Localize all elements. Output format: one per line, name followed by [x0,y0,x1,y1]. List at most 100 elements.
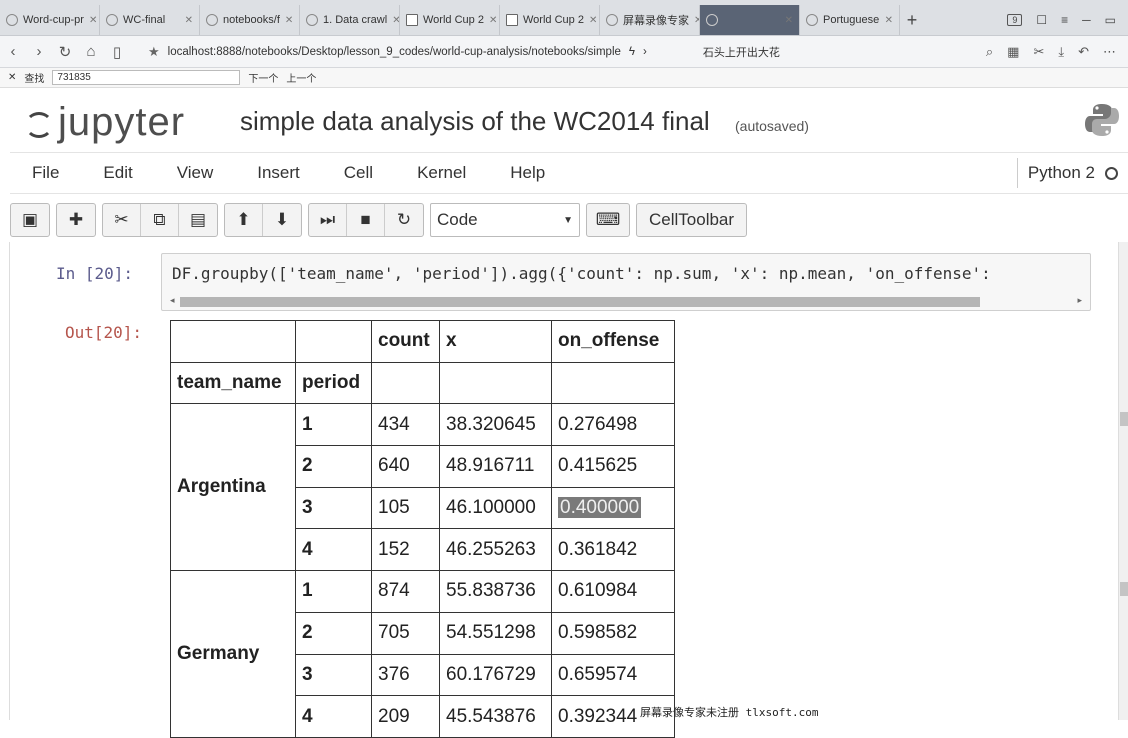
window-controls: 9 ☐ ≡ ─ ▭ [1007,5,1128,35]
menu-cell[interactable]: Cell [343,163,374,182]
notebook-title[interactable]: simple data analysis of the WC2014 final [240,106,710,136]
find-prev-button[interactable]: 上一个 [286,74,317,85]
jupyter-logo[interactable]: jupyter [22,102,185,142]
keyboard-group: ⌨ [586,203,630,237]
period-cell: 3 [295,653,372,697]
page-favicon-icon [706,14,718,26]
copy-icon[interactable]: ⧉ [141,204,179,236]
on-offense-cell[interactable]: 0.400000 [551,486,675,530]
blank-header-cell [295,320,372,363]
find-next-button[interactable]: 下一个 [248,74,279,85]
menu-kernel[interactable]: Kernel [417,163,467,182]
bookmark-star-icon[interactable]: ★ [148,43,160,59]
home-icon[interactable]: ⌂ [86,43,96,60]
cell-type-select[interactable]: Code ▼ [430,203,580,237]
browser-tab[interactable]: 屏幕录像专家 ✕ [600,5,700,35]
search-icon[interactable]: ⌕ [985,43,994,59]
period-cell: 2 [295,445,372,488]
tab-label: World Cup 2 [523,14,584,26]
close-icon[interactable]: ✕ [88,14,98,26]
browser-tab[interactable]: notebooks/f ✕ [200,5,300,35]
kernel-name: Python 2 [1027,163,1095,182]
back-icon[interactable]: ‹ [10,43,16,60]
page-favicon-icon [606,14,618,26]
forward-icon[interactable]: › [36,43,42,60]
menu-view[interactable]: View [176,163,214,182]
blank-cell [551,361,675,405]
close-icon[interactable]: ✕ [488,14,498,26]
insert-cell-icon[interactable]: ✚ [68,210,84,229]
table-row: 2 705 54.551298 0.598582 [171,611,675,655]
code-scroll-thumb[interactable] [180,297,980,307]
url-field[interactable]: ★ localhost:8888/notebooks/Desktop/lesso… [148,44,647,60]
cut-icon[interactable]: ✂ [103,204,141,236]
move-up-icon[interactable]: ⬆ [225,204,263,236]
browser-tab[interactable]: 1. Data crawl ✕ [300,5,400,35]
menu-icon[interactable]: ≡ [1061,13,1069,27]
period-cell: 3 [295,486,372,530]
scroll-marker[interactable] [1120,412,1128,426]
browser-tab[interactable]: Portuguese ✕ [800,5,900,35]
undo-icon[interactable]: ↶ [1078,43,1089,59]
close-icon[interactable]: ✕ [694,15,699,26]
jupyter-wordmark: jupyter [58,100,186,144]
code-input[interactable]: DF.groupby(['team_name', 'period']).agg(… [161,253,1091,311]
page-scrollbar[interactable] [1118,242,1128,720]
reader-icon[interactable]: ▯ [112,43,122,61]
cell-type-value: Code [437,210,478,229]
url-text[interactable]: localhost:8888/notebooks/Desktop/lesson_… [167,45,621,58]
cell-toolbar-button[interactable]: CellToolbar [636,203,748,237]
skin-icon[interactable]: ☐ [1036,13,1048,27]
download-icon[interactable]: ⤓ [1058,43,1065,59]
paste-icon[interactable]: ▤ [189,210,207,229]
find-input[interactable]: 731835 [52,70,241,85]
code-scrollbar[interactable]: ◂ ▸ [170,295,1082,307]
period-cell: 4 [295,528,372,572]
run-icon[interactable]: ⏭ [309,204,347,236]
team-name-cell: Germany [170,570,296,738]
edit-group: ✂ ⧉ ▤ [102,203,218,237]
grid-icon[interactable]: ▦ [1007,43,1020,59]
menu-help[interactable]: Help [510,163,546,182]
move-down-icon[interactable]: ⬇ [274,210,290,229]
scroll-right-icon[interactable]: ▸ [1077,295,1082,305]
menu-file[interactable]: File [32,163,60,182]
more-icon[interactable]: ⋯ [1103,43,1116,59]
close-icon[interactable]: ✕ [184,14,193,26]
browser-tab[interactable]: World Cup 2 ✕ [500,5,600,35]
close-icon[interactable]: ✕ [884,14,893,26]
lightning-icon[interactable]: ϟ [628,45,635,58]
keyboard-icon[interactable]: ⌨ [595,210,621,229]
close-icon[interactable]: ✕ [784,14,793,26]
minimize-icon[interactable]: ─ [1082,13,1091,27]
scroll-left-icon[interactable]: ◂ [170,295,175,305]
browser-tab-active[interactable]: ✕ [700,5,800,35]
browser-tab[interactable]: World Cup 2 ✕ [400,5,500,35]
save-icon[interactable]: ▣ [21,210,39,229]
index-name-row: team_name period [170,361,675,405]
header-row: count x on_offense [170,320,675,363]
kernel-indicator: Python 2 [1016,158,1128,188]
find-close-icon[interactable]: ✕ [8,72,17,83]
code-text[interactable]: DF.groupby(['team_name', 'period']).agg(… [172,264,991,283]
stop-icon[interactable]: ■ [347,204,385,236]
dropdown-arrow-icon: ▼ [563,214,573,226]
browser-tab[interactable]: WC-final ✕ [100,5,200,35]
reload-icon[interactable]: ↻ [58,43,72,61]
tab-count-badge[interactable]: 9 [1007,14,1023,26]
selected-text[interactable]: 0.400000 [558,497,642,519]
menu-edit[interactable]: Edit [103,163,133,182]
chevron-right-icon[interactable]: › [643,45,647,58]
new-tab-button[interactable]: + [906,9,918,30]
close-icon[interactable]: ✕ [284,14,294,26]
count-cell: 874 [371,570,440,613]
menu-insert[interactable]: Insert [257,163,300,182]
browser-tab[interactable]: Word-cup-pr ✕ [0,5,100,35]
maximize-icon[interactable]: ▭ [1104,13,1116,27]
close-icon[interactable]: ✕ [392,14,400,26]
close-icon[interactable]: ✕ [588,14,598,26]
scroll-marker[interactable] [1120,582,1128,596]
bookmark-suggestion[interactable]: 石头上开出大花 [702,46,780,59]
restart-icon[interactable]: ↻ [396,210,412,229]
scissors-icon[interactable]: ✂ [1033,43,1045,59]
